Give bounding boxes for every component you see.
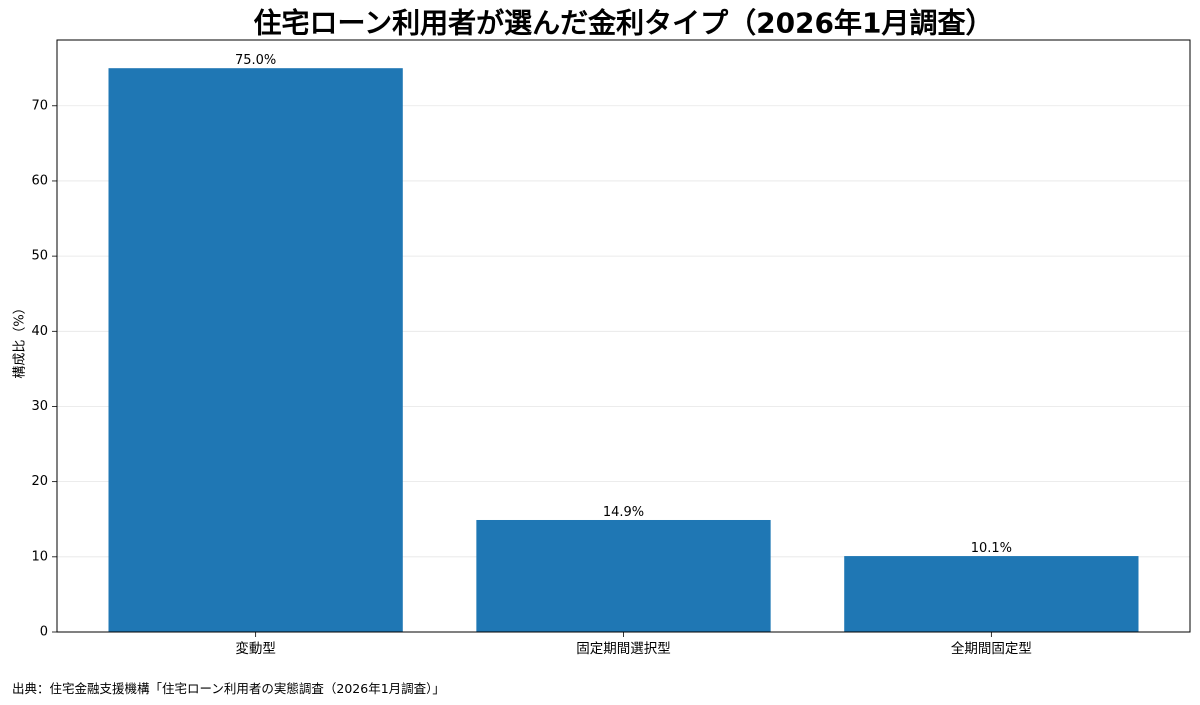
data-labels: 75.0% 14.9% 10.1% [235,53,1012,556]
y-tick-label: 30 [31,399,48,414]
y-axis: 0 10 20 30 40 50 60 70 [31,98,57,640]
y-tick-label: 10 [31,549,48,564]
bar [108,68,403,632]
x-tick-label: 全期間固定型 [951,640,1032,657]
y-tick-label: 40 [31,324,48,339]
y-tick-label: 0 [40,625,48,640]
y-axis-label: 構成比（%） [13,301,28,378]
y-tick-label: 60 [31,173,48,188]
data-label: 10.1% [971,541,1012,556]
source-note: 出典：住宅金融支援機構「住宅ローン利用者の実態調査（2026年1月調査）」 [12,681,445,696]
x-tick-label: 変動型 [235,640,276,657]
y-tick-label: 70 [31,98,48,113]
y-tick-label: 50 [31,249,48,264]
bars [108,68,1139,632]
data-label: 14.9% [603,505,644,520]
x-axis: 変動型 固定期間選択型 全期間固定型 [235,632,1032,657]
bar [844,556,1139,632]
chart-title: 住宅ローン利用者が選んだ金利タイプ（2026年1月調査） [253,7,993,40]
y-tick-label: 20 [31,474,48,489]
x-tick-label: 固定期間選択型 [576,641,671,657]
bar [476,519,771,632]
data-label: 75.0% [235,53,276,68]
